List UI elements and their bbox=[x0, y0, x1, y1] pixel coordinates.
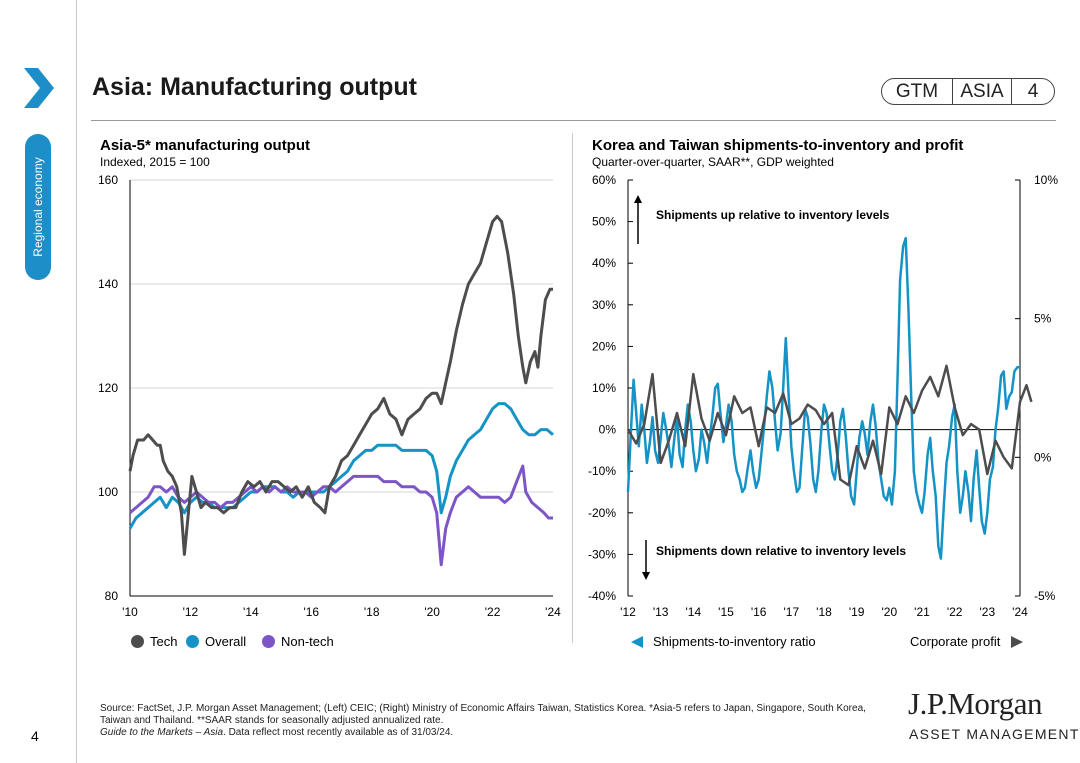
header-divider bbox=[91, 120, 1056, 121]
badge-asia: ASIA bbox=[953, 79, 1012, 104]
badge-page: 4 bbox=[1027, 80, 1039, 102]
left-chart-title: Asia-5* manufacturing output bbox=[100, 137, 311, 154]
left-y-tick-label: 140 bbox=[98, 277, 118, 291]
right-x-tick-label: '21 bbox=[914, 605, 930, 619]
annotation-up: Shipments up relative to inventory level… bbox=[656, 208, 890, 222]
right-triangle-icon bbox=[1011, 635, 1024, 648]
right-x-tick-label: '13 bbox=[653, 605, 669, 619]
left-series-tech-line bbox=[128, 214, 553, 556]
left-x-tick-label: '24 bbox=[545, 605, 561, 619]
legend-profit-label: Corporate profit bbox=[910, 634, 1001, 649]
right-chart: -40% -30% -20% -10% 0% 10% 20% 30% 40% 50% 60% -5%… bbox=[588, 173, 1058, 619]
left-y-tick-label: 80 bbox=[105, 589, 119, 603]
right-x-tick-label: '20 bbox=[882, 605, 898, 619]
badge-gtm: GTM bbox=[882, 79, 953, 104]
right-right-tick-label: 10% bbox=[1034, 173, 1058, 187]
right-right-tick-label: 5% bbox=[1034, 312, 1052, 326]
left-x-tick-label: '20 bbox=[424, 605, 440, 619]
page-number: 4 bbox=[31, 728, 39, 744]
left-series-overall-line bbox=[128, 402, 554, 530]
gtm-badge: GTM ASIA 4 bbox=[881, 78, 1055, 105]
legend-tech-swatch bbox=[131, 635, 144, 648]
left-chart: 80 100 120 140 160 '10 '12 '14 '16 '18 '20 '22 '24 bbox=[98, 173, 561, 619]
source-date: . Data reflect most recently available a… bbox=[223, 727, 454, 738]
right-left-tick-label: 20% bbox=[592, 339, 616, 353]
legend-overall-swatch bbox=[186, 635, 199, 648]
right-right-tick-label: -5% bbox=[1034, 589, 1056, 603]
right-left-tick-label: 60% bbox=[592, 173, 616, 187]
right-x-tick-label: '17 bbox=[784, 605, 800, 619]
left-y-tick-label: 160 bbox=[98, 173, 118, 187]
right-x-tick-label: '22 bbox=[947, 605, 963, 619]
right-x-tick-label: '24 bbox=[1012, 605, 1028, 619]
left-y-tick-label: 120 bbox=[98, 381, 118, 395]
left-y-tick-label: 100 bbox=[98, 485, 118, 499]
right-x-tick-label: '15 bbox=[718, 605, 734, 619]
right-x-tick-label: '18 bbox=[816, 605, 832, 619]
right-chart-title: Korea and Taiwan shipments-to-inventory … bbox=[592, 137, 964, 154]
legend-shipments-label: Shipments-to-inventory ratio bbox=[653, 634, 816, 649]
panel-divider bbox=[572, 133, 573, 643]
left-x-tick-label: '16 bbox=[303, 605, 319, 619]
legend-nontech-swatch bbox=[262, 635, 275, 648]
up-arrow-head-icon bbox=[634, 195, 642, 203]
annotation-down: Shipments down relative to inventory lev… bbox=[656, 544, 906, 558]
right-x-tick-label: '14 bbox=[686, 605, 702, 619]
legend-nontech: Non-tech bbox=[262, 634, 334, 649]
legend-shipments: Shipments-to-inventory ratio bbox=[630, 634, 816, 649]
legend-tech-label: Tech bbox=[150, 634, 178, 649]
left-series-nontech-line bbox=[129, 464, 553, 567]
right-left-tick-label: 40% bbox=[592, 256, 616, 270]
right-left-tick-label: -40% bbox=[588, 589, 616, 603]
jpmorgan-logo: J.P.Morgan bbox=[908, 686, 1042, 721]
legend-profit: Corporate profit bbox=[910, 634, 1024, 649]
left-margin-rule bbox=[76, 0, 77, 763]
side-tab-regional-economy[interactable]: Regional economy bbox=[25, 134, 51, 280]
left-x-tick-label: '10 bbox=[122, 605, 138, 619]
right-left-tick-label: -30% bbox=[588, 547, 616, 561]
chevron-right-icon[interactable] bbox=[22, 66, 56, 110]
right-left-tick-label: -20% bbox=[588, 506, 616, 520]
left-x-tick-label: '22 bbox=[485, 605, 501, 619]
right-chart-subtitle: Quarter-over-quarter, SAAR**, GDP weight… bbox=[592, 155, 834, 169]
left-triangle-icon bbox=[631, 635, 643, 648]
left-x-tick-label: '14 bbox=[243, 605, 259, 619]
right-left-tick-label: -10% bbox=[588, 464, 616, 478]
right-left-tick-label: 0% bbox=[599, 423, 617, 437]
right-x-tick-label: '23 bbox=[980, 605, 996, 619]
legend-tech: Tech bbox=[131, 634, 177, 649]
left-x-tick-label: '12 bbox=[183, 605, 199, 619]
right-x-tick-label: '16 bbox=[751, 605, 767, 619]
down-arrow-head-icon bbox=[642, 572, 650, 580]
left-chart-subtitle: Indexed, 2015 = 100 bbox=[100, 155, 210, 169]
shipments-to-inventory-line bbox=[626, 236, 1020, 560]
legend-nontech-label: Non-tech bbox=[281, 634, 334, 649]
right-x-tick-label: '19 bbox=[849, 605, 865, 619]
page-title: Asia: Manufacturing output bbox=[92, 73, 417, 101]
source-note: Source: FactSet, J.P. Morgan Asset Manag… bbox=[100, 703, 870, 739]
right-right-tick-label: 0% bbox=[1034, 450, 1052, 464]
right-x-tick-label: '12 bbox=[620, 605, 636, 619]
source-guide-title: Guide to the Markets – Asia bbox=[100, 727, 224, 738]
legend-overall-label: Overall bbox=[205, 634, 247, 649]
corporate-profit-line bbox=[626, 364, 1033, 487]
asset-management-logo: ASSET MANAGEMENT bbox=[909, 726, 1080, 742]
right-left-tick-label: 10% bbox=[592, 381, 616, 395]
right-left-tick-label: 50% bbox=[592, 215, 616, 229]
legend-overall: Overall bbox=[186, 634, 246, 649]
source-text: Source: FactSet, J.P. Morgan Asset Manag… bbox=[100, 703, 866, 726]
left-x-tick-label: '18 bbox=[364, 605, 380, 619]
right-left-tick-label: 30% bbox=[592, 298, 616, 312]
